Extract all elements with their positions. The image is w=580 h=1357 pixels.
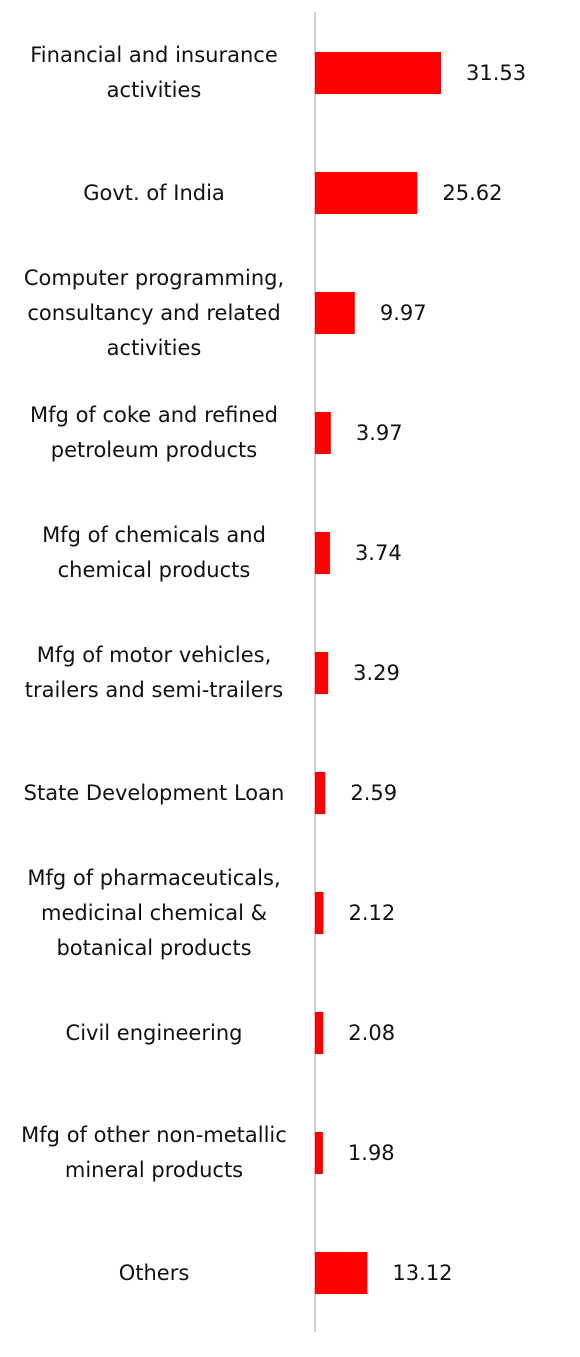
value-label: 1.98 (347, 1141, 395, 1165)
category-label: Financial and insurance activities (30, 43, 278, 102)
bar (315, 292, 355, 334)
value-label: 3.29 (353, 661, 400, 685)
category-label: Mfg of coke and refined petroleum produc… (30, 403, 278, 462)
category-label: Mfg of other non-metallic mineral produc… (21, 1123, 287, 1182)
bar (315, 772, 326, 814)
value-label: 3.74 (354, 541, 402, 565)
category-label: Mfg of pharmaceuticals, medicinal chemic… (27, 865, 281, 960)
category-label: Others (118, 1260, 190, 1285)
bar (315, 892, 324, 934)
bar (315, 532, 330, 574)
value-label: 9.97 (379, 301, 427, 325)
bar (315, 412, 331, 454)
bar (315, 1012, 324, 1054)
value-label: 25.62 (442, 181, 503, 205)
category-label: Mfg of motor vehicles, trailers and semi… (24, 643, 284, 702)
bar (315, 1252, 368, 1294)
bar (315, 52, 441, 94)
category-label: Mfg of chemicals and chemical products (42, 523, 266, 582)
category-label: State Development Loan (23, 780, 285, 805)
bar (315, 1132, 323, 1174)
value-label: 2.12 (348, 901, 396, 925)
value-label: 2.59 (350, 781, 398, 805)
value-label: 13.12 (392, 1261, 453, 1285)
category-label: Computer programming, consultancy and re… (23, 265, 285, 360)
bar (315, 652, 329, 694)
value-label: 31.53 (466, 61, 527, 85)
category-label: Govt. of India (83, 180, 225, 205)
bar (315, 172, 418, 214)
value-label: 2.08 (348, 1021, 396, 1045)
value-label: 3.97 (355, 421, 403, 445)
category-label: Civil engineering (65, 1020, 243, 1045)
